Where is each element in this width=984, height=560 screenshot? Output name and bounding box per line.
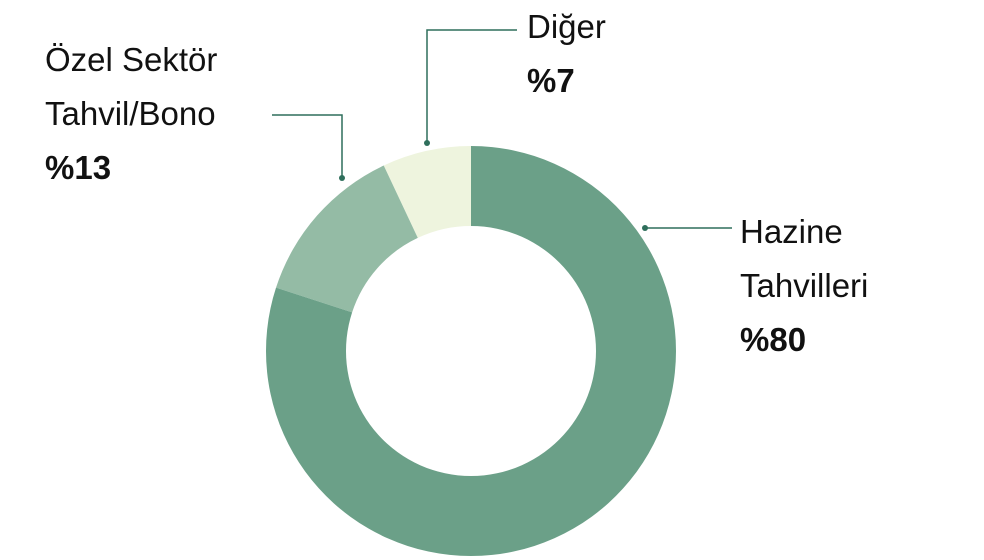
leader-dot xyxy=(642,225,648,231)
category-label: Diğer xyxy=(527,8,606,45)
leader-lines xyxy=(272,29,732,229)
value-label: %7 xyxy=(527,62,575,99)
label-hazine: Hazine Tahvilleri %80 xyxy=(740,205,940,367)
value-label: %80 xyxy=(740,321,807,358)
donut-slice xyxy=(383,146,471,238)
leader-dots xyxy=(339,140,648,231)
value-label: %13 xyxy=(45,149,112,186)
leader-dot xyxy=(424,140,430,146)
category-label: Özel Sektör Tahvil/Bono xyxy=(45,41,218,132)
donut-slice xyxy=(265,146,676,556)
label-diger: Diğer %7 xyxy=(527,0,687,108)
donut-slice xyxy=(276,165,418,313)
leader-line xyxy=(426,29,517,143)
leader-line xyxy=(272,114,343,178)
category-label: Hazine Tahvilleri xyxy=(740,213,869,304)
leader-dot xyxy=(339,175,345,181)
label-ozel: Özel Sektör Tahvil/Bono %13 xyxy=(45,33,275,195)
